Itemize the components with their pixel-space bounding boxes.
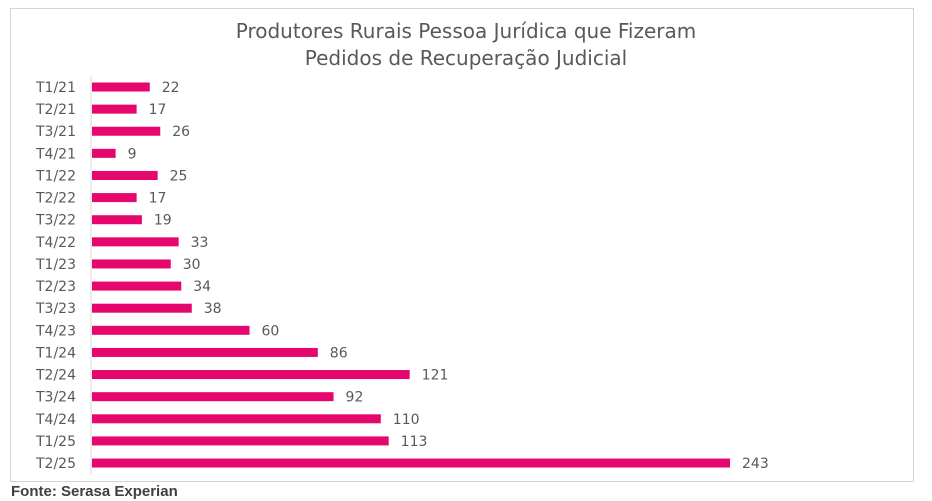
- data-label: 26: [172, 124, 190, 140]
- y-tick-label: T1/23: [35, 257, 76, 273]
- chart-title-line-2: Pedidos de Recuperação Judicial: [304, 46, 628, 70]
- y-tick-label: T3/22: [35, 213, 76, 229]
- y-tick-label: T3/21: [35, 124, 76, 140]
- bar: [92, 193, 137, 203]
- data-label: 243: [742, 456, 769, 472]
- data-label: 38: [204, 301, 222, 317]
- y-tick-label: T2/21: [35, 102, 76, 118]
- data-label: 86: [330, 345, 348, 361]
- data-label: 92: [346, 390, 364, 406]
- y-tick-label: T4/24: [35, 412, 76, 428]
- data-label: 110: [393, 412, 420, 428]
- bar: [92, 104, 137, 114]
- bar: [92, 126, 161, 136]
- y-tick-label: T1/25: [35, 434, 76, 450]
- bar: [92, 82, 150, 92]
- data-label: 60: [262, 323, 280, 339]
- y-tick-label: T2/24: [35, 368, 76, 384]
- data-label: 33: [191, 235, 209, 251]
- data-label: 30: [183, 257, 201, 273]
- bar: [92, 392, 334, 402]
- y-tick-label: T4/21: [35, 146, 76, 162]
- data-label: 17: [149, 102, 167, 118]
- bar: [92, 237, 179, 247]
- y-tick-label: T2/23: [35, 279, 76, 295]
- bar: [92, 370, 410, 380]
- bar: [92, 170, 158, 180]
- y-tick-label: T4/22: [35, 235, 76, 251]
- bar: [92, 347, 318, 357]
- data-label: 34: [193, 279, 211, 295]
- bar: [92, 281, 182, 291]
- bar: [92, 325, 250, 335]
- y-tick-label: T4/23: [35, 323, 76, 339]
- data-label: 9: [128, 146, 137, 162]
- source-note: Fonte: Serasa Experian: [11, 483, 178, 500]
- bar: [92, 215, 142, 225]
- data-label: 17: [149, 191, 167, 207]
- bar: [92, 436, 389, 446]
- bar: [92, 259, 171, 269]
- data-label: 113: [401, 434, 428, 450]
- bar: [92, 303, 192, 313]
- chart-title-line-1: Produtores Rurais Pessoa Jurídica que Fi…: [235, 19, 697, 43]
- y-tick-label: T2/25: [35, 456, 76, 472]
- bar: [92, 414, 381, 424]
- chart-title: Produtores Rurais Pessoa Jurídica que Fi…: [0, 18, 932, 72]
- y-tick-label: T1/22: [35, 168, 76, 184]
- y-tick-label: T3/24: [35, 390, 76, 406]
- data-label: 22: [162, 80, 180, 96]
- y-tick-label: T2/22: [35, 191, 76, 207]
- y-tick-label: T1/24: [35, 345, 76, 361]
- data-label: 121: [422, 368, 449, 384]
- bar: [92, 458, 730, 468]
- bar: [92, 148, 116, 158]
- data-label: 19: [154, 213, 172, 229]
- y-tick-label: T1/21: [35, 80, 76, 96]
- data-label: 25: [170, 168, 188, 184]
- y-tick-label: T3/23: [35, 301, 76, 317]
